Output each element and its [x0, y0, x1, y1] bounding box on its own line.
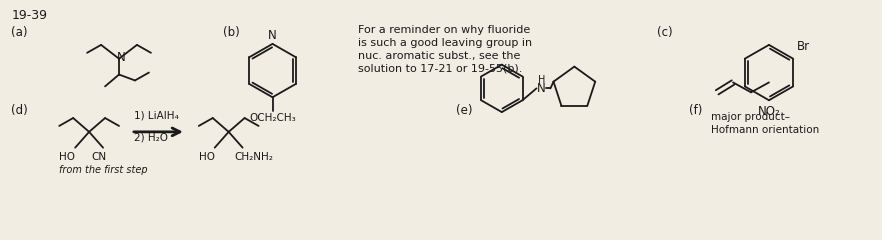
Text: For a reminder on why fluoride
is such a good leaving group in
nuc. aromatic sub: For a reminder on why fluoride is such a… — [358, 25, 533, 73]
Text: (d): (d) — [11, 104, 28, 117]
Text: major product–
Hofmann orientation: major product– Hofmann orientation — [711, 112, 819, 135]
Text: (a): (a) — [11, 26, 28, 39]
Text: OCH₂CH₃: OCH₂CH₃ — [249, 113, 295, 123]
Text: CN: CN — [92, 152, 107, 162]
Text: (e): (e) — [456, 104, 473, 117]
Text: (b): (b) — [222, 26, 239, 39]
Text: N: N — [537, 82, 546, 95]
Text: N: N — [268, 29, 277, 42]
Text: 19-39: 19-39 — [11, 9, 48, 22]
Text: H: H — [538, 75, 545, 85]
Text: 2) H₂O: 2) H₂O — [134, 133, 168, 143]
Text: (f): (f) — [689, 104, 703, 117]
Text: N: N — [116, 51, 125, 64]
Text: NO₂: NO₂ — [758, 105, 781, 118]
Text: 1) LiAlH₄: 1) LiAlH₄ — [134, 111, 179, 121]
Text: (c): (c) — [657, 26, 673, 39]
Text: CH₂NH₂: CH₂NH₂ — [235, 152, 273, 162]
Text: Br: Br — [797, 40, 811, 53]
Text: HO: HO — [198, 152, 214, 162]
Text: from the first step: from the first step — [59, 165, 148, 175]
Text: HO: HO — [59, 152, 75, 162]
